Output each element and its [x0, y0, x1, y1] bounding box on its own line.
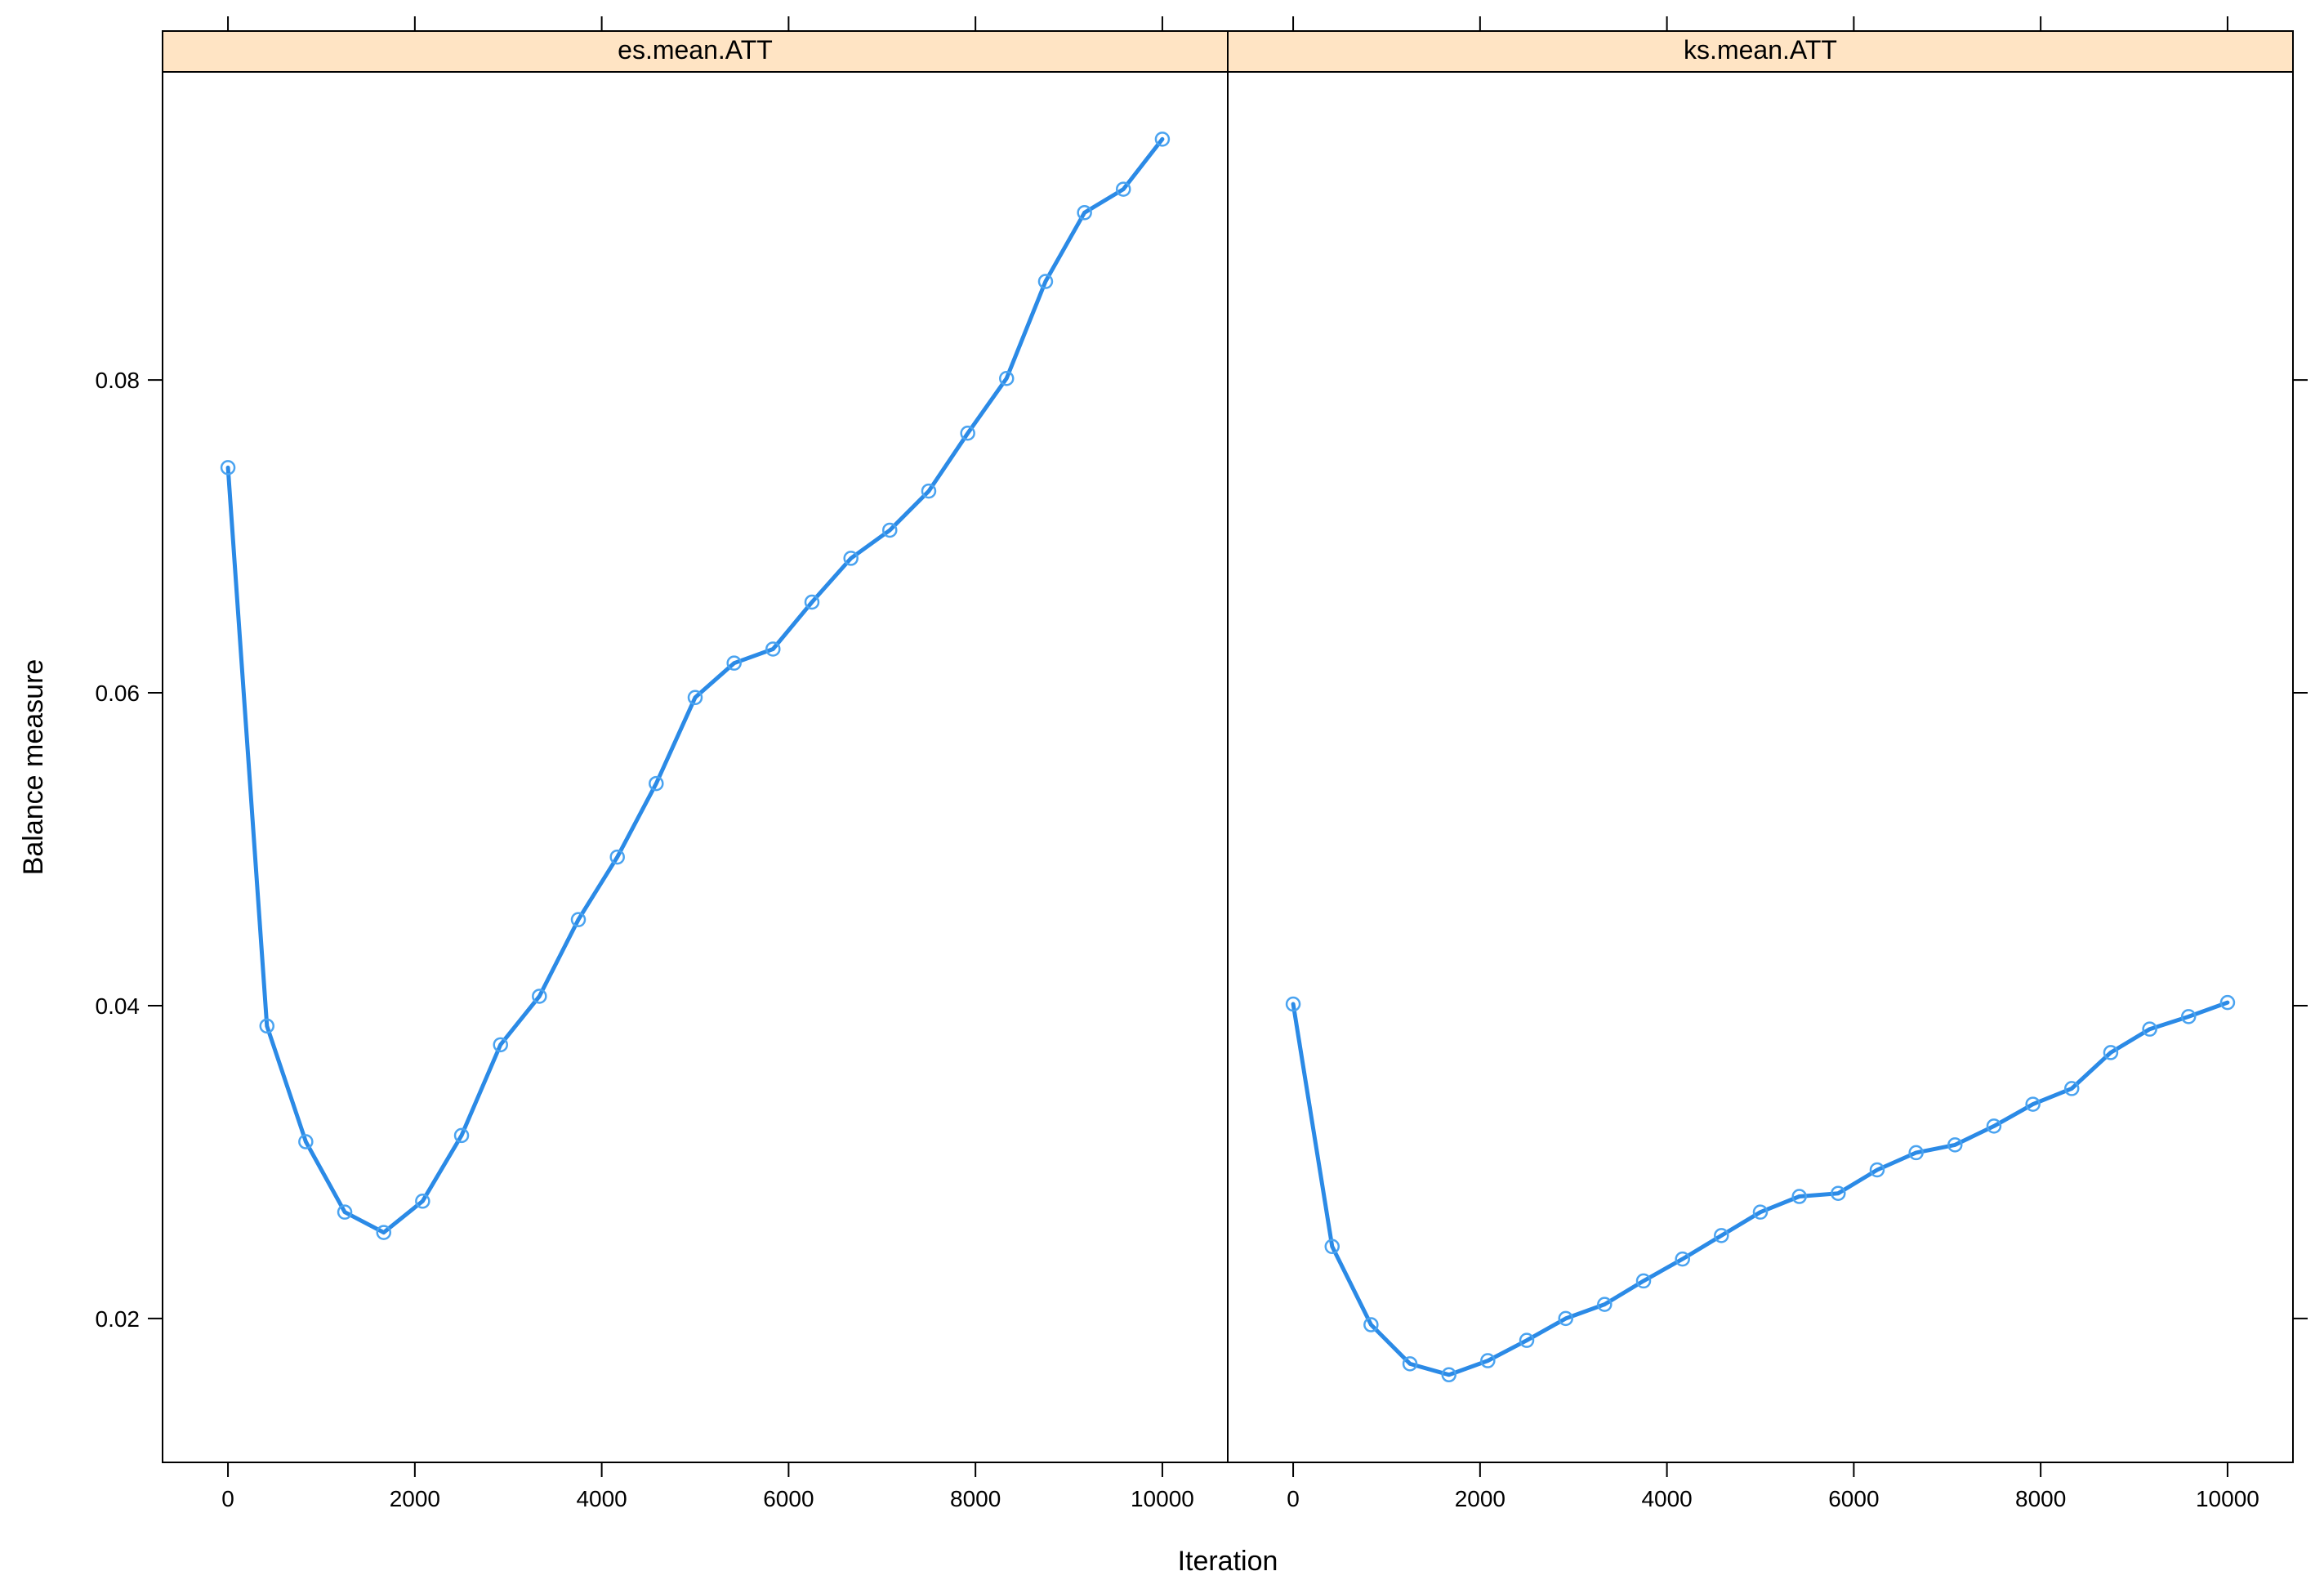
series-line	[225, 136, 1165, 1235]
y-tick-label: 0.06	[96, 681, 141, 706]
panel-strip	[162, 30, 1229, 73]
x-tick-label: 6000	[763, 1486, 814, 1511]
data-point	[1363, 1317, 1379, 1332]
panel-2: ks.mean.ATT 0 2000 4000 6000 8000 10000	[1227, 16, 2308, 1511]
x-tick-label: 10000	[2196, 1486, 2259, 1511]
x-tick-label: 10000	[1131, 1486, 1194, 1511]
data-point	[337, 1204, 353, 1220]
data-point	[1869, 1162, 1885, 1178]
data-point	[2142, 1021, 2157, 1037]
panel-strip-label: es.mean.ATT	[618, 35, 773, 65]
data-point	[493, 1037, 508, 1053]
data-point	[2180, 1009, 2197, 1024]
data-point	[1285, 996, 1301, 1012]
data-point	[532, 989, 547, 1004]
data-point	[960, 426, 975, 441]
data-point	[1791, 1189, 1807, 1204]
data-point	[1831, 1185, 1846, 1201]
data-point	[2103, 1045, 2119, 1060]
data-point	[921, 483, 937, 499]
data-point	[1597, 1297, 1613, 1312]
data-point	[1077, 205, 1092, 221]
y-tick-label: 0.04	[96, 993, 141, 1019]
data-point	[1519, 1332, 1535, 1348]
data-point	[1675, 1251, 1690, 1267]
x-tick-label: 6000	[1828, 1486, 1879, 1511]
data-point	[1115, 181, 1131, 197]
data-point	[1480, 1353, 1496, 1368]
y-tick-label: 0.08	[96, 368, 141, 393]
panel-1: es.mean.ATT 0 2000 4000 6000 8000 10000 0.02 0.0…	[96, 16, 1229, 1511]
data-point	[1986, 1118, 2002, 1134]
data-point	[1402, 1356, 1418, 1372]
data-point	[415, 1194, 430, 1209]
data-point	[2063, 1081, 2080, 1096]
data-point	[843, 551, 859, 566]
panel-strip	[1227, 30, 2294, 73]
x-tick-label: 2000	[390, 1486, 440, 1511]
data-point	[998, 370, 1015, 386]
y-tick-label: 0.02	[96, 1306, 141, 1332]
data-point	[726, 655, 742, 671]
data-point	[570, 912, 587, 927]
panel-strip-label: ks.mean.ATT	[1684, 35, 1837, 65]
y-axis-title: Balance measure	[18, 659, 49, 876]
chart-panels: es.mean.ATT 0 2000 4000 6000 8000 10000 0.02 0.0…	[96, 16, 2308, 1511]
x-tick-label: 2000	[1455, 1486, 1505, 1511]
data-point	[1324, 1239, 1340, 1255]
panel-frame	[162, 71, 1229, 1463]
data-point	[2219, 994, 2236, 1011]
data-point	[609, 849, 625, 865]
x-axis-title: Iteration	[1178, 1546, 1278, 1577]
data-point	[1558, 1310, 1573, 1327]
data-point	[220, 460, 236, 475]
data-point	[1154, 132, 1171, 147]
x-tick-label: 4000	[576, 1486, 627, 1511]
data-point	[1441, 1367, 1457, 1383]
data-point	[882, 522, 898, 538]
data-point	[1635, 1273, 1652, 1289]
data-point	[1037, 274, 1054, 289]
panel-frame	[1227, 71, 2294, 1463]
series-line	[1291, 1000, 2230, 1377]
data-point	[453, 1127, 470, 1144]
x-tick-label: 0	[221, 1486, 234, 1511]
data-point	[259, 1018, 275, 1034]
data-point	[2025, 1096, 2041, 1112]
data-point	[649, 775, 664, 792]
data-point	[1908, 1145, 1924, 1161]
data-point	[804, 594, 820, 610]
x-tick-label: 8000	[2015, 1486, 2066, 1511]
data-point	[1714, 1228, 1729, 1243]
x-tick-label: 8000	[950, 1486, 1001, 1511]
x-tick-label: 0	[1287, 1486, 1300, 1511]
data-point	[1752, 1204, 1769, 1220]
data-point	[765, 641, 781, 657]
x-tick-label: 4000	[1641, 1486, 1692, 1511]
data-point	[376, 1225, 392, 1240]
data-point	[687, 690, 703, 706]
data-point	[298, 1134, 314, 1149]
data-point	[1947, 1137, 1963, 1153]
